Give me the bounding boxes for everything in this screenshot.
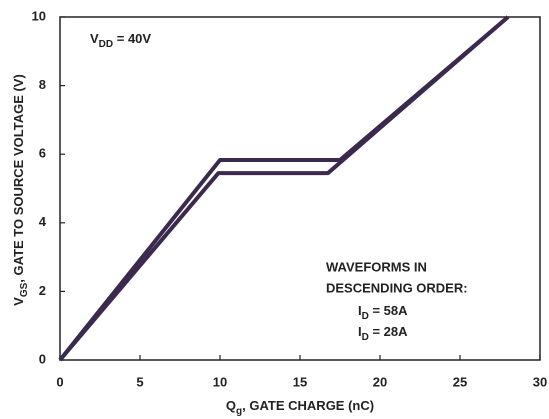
y-tick-label: 10 xyxy=(32,8,46,23)
series-line xyxy=(58,15,510,362)
legend-entry-sub: D xyxy=(362,332,369,343)
vdd-annotation-sub: DD xyxy=(99,39,113,50)
y-axis-label-sub: GS xyxy=(19,282,30,297)
x-axis-label-sub: g xyxy=(236,406,242,417)
legend-entry-rest: = 58A xyxy=(369,303,408,318)
legend-entry-base: I xyxy=(358,303,362,318)
y-tick-label: 8 xyxy=(39,77,46,92)
x-axis-label: Qg, GATE CHARGE (nC) xyxy=(226,398,374,416)
legend-entry-sub: D xyxy=(362,311,369,322)
vdd-annotation: VDD = 40V xyxy=(90,31,151,49)
series-line xyxy=(58,15,510,362)
legend-entry: ID = 28A xyxy=(358,324,408,342)
x-tick-label: 5 xyxy=(136,374,143,389)
vdd-annotation-base: V xyxy=(90,31,99,46)
x-tick-label: 30 xyxy=(533,374,547,389)
y-tick-label: 2 xyxy=(39,283,46,298)
x-tick-label: 20 xyxy=(373,374,387,389)
y-tick-label: 4 xyxy=(39,214,47,229)
y-tick-label: 6 xyxy=(39,146,46,161)
y-axis-label-base: V xyxy=(11,297,26,306)
y-tick-label: 0 xyxy=(39,351,46,366)
plot-frame xyxy=(59,16,541,361)
x-tick-label: 10 xyxy=(213,374,227,389)
x-axis-label-base: Q xyxy=(226,398,236,413)
legend-entry-base: I xyxy=(358,324,362,339)
legend-title: WAVEFORMS IN xyxy=(326,259,427,274)
x-tick-label: 25 xyxy=(453,374,467,389)
x-tick-label: 0 xyxy=(56,374,63,389)
y-axis-label: VGS, GATE TO SOURCE VOLTAGE (V) xyxy=(11,74,29,306)
x-tick-label: 15 xyxy=(293,374,307,389)
y-axis-label-rest: , GATE TO SOURCE VOLTAGE (V) xyxy=(11,74,26,283)
legend-entry-rest: = 28A xyxy=(369,324,408,339)
legend-entry: ID = 58A xyxy=(358,303,408,321)
legend-title: DESCENDING ORDER: xyxy=(326,280,468,295)
x-axis-label-rest: , GATE CHARGE (nC) xyxy=(242,398,374,413)
vdd-annotation-rest: = 40V xyxy=(113,31,151,46)
